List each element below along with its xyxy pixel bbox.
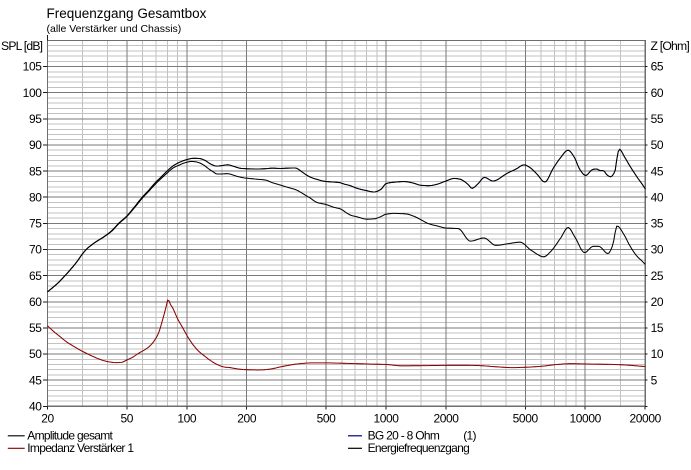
- svg-text:65: 65: [29, 269, 42, 283]
- svg-text:100: 100: [23, 86, 43, 100]
- svg-text:105: 105: [23, 60, 43, 74]
- svg-text:25: 25: [651, 269, 664, 283]
- svg-text:40: 40: [651, 190, 664, 204]
- svg-text:90: 90: [29, 138, 42, 152]
- svg-text:30: 30: [651, 243, 664, 257]
- svg-text:500: 500: [317, 412, 337, 426]
- svg-text:(alle Verstärker und Chassis): (alle Verstärker und Chassis): [47, 23, 182, 35]
- svg-text:20: 20: [651, 295, 664, 309]
- svg-text:20: 20: [41, 412, 54, 426]
- svg-text:BG 20 - 8 Ohm: BG 20 - 8 Ohm: [368, 429, 440, 443]
- svg-text:35: 35: [651, 217, 664, 231]
- svg-text:60: 60: [651, 86, 664, 100]
- svg-text:45: 45: [651, 164, 664, 178]
- svg-text:Z [Ohm]: Z [Ohm]: [651, 39, 690, 53]
- svg-text:200: 200: [237, 412, 257, 426]
- svg-text:75: 75: [29, 217, 42, 231]
- svg-text:100: 100: [177, 412, 197, 426]
- svg-text:55: 55: [651, 112, 664, 126]
- svg-text:95: 95: [29, 112, 42, 126]
- svg-text:SPL [dB]: SPL [dB]: [1, 39, 43, 53]
- svg-text:60: 60: [29, 295, 42, 309]
- svg-text:40: 40: [29, 400, 42, 414]
- svg-text:20000: 20000: [630, 412, 662, 426]
- svg-text:5: 5: [651, 373, 658, 387]
- svg-text:50: 50: [651, 138, 664, 152]
- svg-text:Impedanz Verstärker 1: Impedanz Verstärker 1: [27, 441, 134, 455]
- svg-text:15: 15: [651, 321, 664, 335]
- svg-text:50: 50: [121, 412, 134, 426]
- svg-text:85: 85: [29, 164, 42, 178]
- svg-text:Energiefrequenzgang: Energiefrequenzgang: [368, 441, 469, 455]
- svg-text:10000: 10000: [570, 412, 602, 426]
- svg-text:5000: 5000: [513, 412, 539, 426]
- svg-text:10: 10: [651, 347, 664, 361]
- svg-text:45: 45: [29, 373, 42, 387]
- svg-text:2000: 2000: [433, 412, 459, 426]
- svg-text:Amplitude gesamt: Amplitude gesamt: [27, 429, 113, 443]
- svg-text:Frequenzgang Gesamtbox: Frequenzgang Gesamtbox: [47, 6, 207, 21]
- svg-text:70: 70: [29, 243, 42, 257]
- svg-text:80: 80: [29, 190, 42, 204]
- svg-text:55: 55: [29, 321, 42, 335]
- svg-text:50: 50: [29, 347, 42, 361]
- svg-text:1000: 1000: [373, 412, 399, 426]
- svg-text:65: 65: [651, 60, 664, 74]
- svg-text:(1): (1): [463, 429, 476, 443]
